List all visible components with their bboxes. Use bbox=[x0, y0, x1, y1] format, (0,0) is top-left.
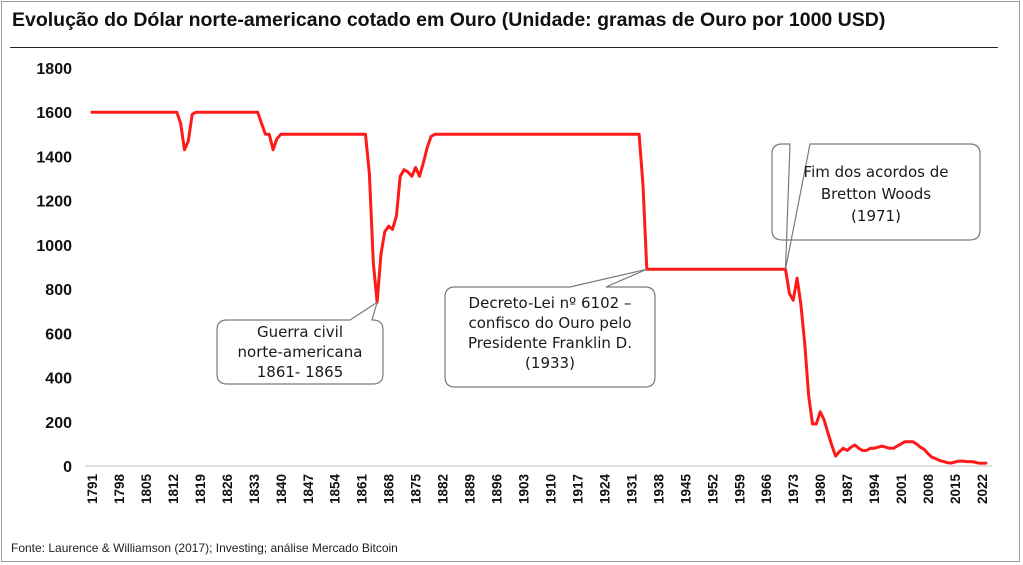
x-tick-label: 1952 bbox=[705, 474, 720, 504]
x-tick-label: 1924 bbox=[597, 474, 612, 505]
x-tick-label: 1931 bbox=[624, 474, 639, 505]
callout-decree: Decreto-Lei nº 6102 – confisco do Ouro pe… bbox=[444, 268, 656, 388]
x-tick-label: 1840 bbox=[274, 474, 289, 504]
y-tick-label: 600 bbox=[45, 326, 72, 343]
x-axis-ticks: 1791 1798 1805 1812 1819 1826 1833 1840 1847 1854… bbox=[85, 474, 990, 505]
x-tick-label: 1882 bbox=[436, 474, 451, 504]
y-tick-label: 1200 bbox=[36, 194, 72, 211]
source-note: Fonte: Laurence & Williamson (2017); Inv… bbox=[11, 541, 398, 555]
y-tick-label: 1600 bbox=[36, 105, 72, 122]
x-tick-label: 1980 bbox=[813, 474, 828, 504]
y-tick-label: 800 bbox=[45, 282, 72, 299]
y-tick-label: 1000 bbox=[36, 238, 72, 255]
x-tick-label: 1833 bbox=[247, 474, 262, 505]
title-underline bbox=[10, 47, 998, 48]
callout-text-line: (1933) bbox=[525, 354, 575, 372]
callout-text-line: (1971) bbox=[851, 207, 901, 225]
x-tick-label: 2008 bbox=[921, 474, 936, 505]
callout-text-line: confisco do Ouro pelo bbox=[468, 314, 631, 332]
x-tick-label: 1861 bbox=[355, 474, 370, 505]
callout-civil-war: Guerra civil norte-americana 1861- 1865 bbox=[216, 300, 384, 385]
y-tick-label: 400 bbox=[45, 371, 72, 388]
x-tick-label: 1826 bbox=[220, 474, 235, 505]
y-tick-label: 1800 bbox=[36, 61, 72, 78]
x-tick-label: 2015 bbox=[948, 474, 963, 505]
x-tick-label: 2022 bbox=[975, 474, 990, 504]
x-tick-label: 1945 bbox=[678, 474, 693, 505]
x-tick-label: 1798 bbox=[112, 474, 127, 505]
x-tick-label: 1896 bbox=[490, 474, 505, 505]
x-tick-label: 1812 bbox=[166, 474, 181, 504]
x-tick-label: 1959 bbox=[732, 474, 747, 504]
callout-text-line: Bretton Woods bbox=[821, 185, 931, 203]
y-tick-label: 200 bbox=[45, 415, 72, 432]
y-tick-label: 0 bbox=[63, 459, 72, 476]
x-tick-label: 1987 bbox=[840, 474, 855, 504]
callout-box bbox=[216, 300, 384, 385]
x-tick-label: 1903 bbox=[517, 474, 532, 505]
y-tick-label: 1400 bbox=[36, 149, 72, 166]
x-tick-label: 1973 bbox=[786, 474, 801, 505]
x-tick-label: 1868 bbox=[382, 474, 397, 505]
x-tick-label: 1917 bbox=[570, 474, 585, 504]
x-tick-label: 1994 bbox=[867, 474, 882, 505]
callout-text-line: Guerra civil bbox=[257, 323, 343, 341]
series-line bbox=[90, 110, 988, 465]
callout-text-line: 1861- 1865 bbox=[257, 363, 344, 381]
callout-box bbox=[771, 143, 981, 270]
y-axis-ticks: 0 200 400 600 800 1000 1200 1400 1600 1800 bbox=[36, 61, 72, 476]
x-tick-label: 1938 bbox=[651, 474, 666, 505]
callout-text-line: norte-americana bbox=[238, 343, 363, 361]
x-tick-label: 1966 bbox=[759, 474, 774, 505]
callouts: Guerra civil norte-americana 1861- 1865 Dec… bbox=[216, 143, 981, 388]
series bbox=[90, 110, 988, 465]
x-tick-label: 1910 bbox=[543, 474, 558, 504]
x-tick-label: 1805 bbox=[139, 474, 154, 505]
callout-text-line: Decreto-Lei nº 6102 – bbox=[469, 294, 632, 312]
chart-title: Evolução do Dólar norte-americano cotado… bbox=[12, 9, 886, 31]
x-tick-label: 1854 bbox=[328, 474, 343, 505]
x-tick-label: 1889 bbox=[463, 474, 478, 504]
x-tick-label: 1819 bbox=[193, 474, 208, 504]
x-tick-label: 1875 bbox=[409, 474, 424, 505]
callout-text-line: Fim dos acordos de bbox=[804, 163, 949, 181]
x-tick-label: 1847 bbox=[301, 474, 316, 504]
callout-text-line: Presidente Franklin D. bbox=[468, 334, 632, 352]
callout-box bbox=[444, 268, 656, 388]
x-tick-label: 1791 bbox=[85, 474, 100, 505]
x-tick-label: 2001 bbox=[894, 474, 909, 505]
callout-bretton: Fim dos acordos de Bretton Woods (1971) bbox=[771, 143, 981, 270]
